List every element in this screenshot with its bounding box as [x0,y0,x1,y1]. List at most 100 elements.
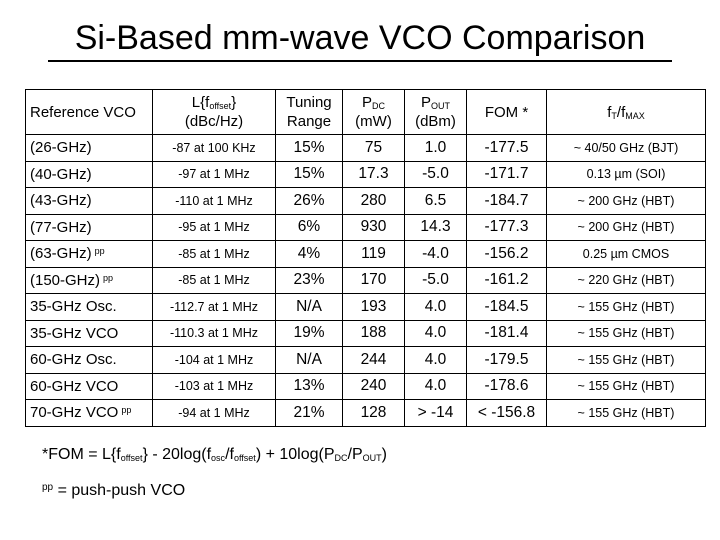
reference-label: 60-GHz Osc. [30,351,117,369]
table-row: 60-GHz VCO -103 at 1 MHz 13% 240 4.0 -178.6 ~ … [25,372,706,400]
header-pdc: PDC (mW) [342,89,405,135]
cell-tuning-range: 21% [275,399,343,427]
cell-technology: ~ 155 GHz (HBT) [546,346,706,374]
cell-tuning-range: 26% [275,187,343,215]
cell-pout: 6.5 [404,187,467,215]
cell-pout: -4.0 [404,240,467,268]
cell-phase-noise: -87 at 100 KHz [152,134,276,162]
cell-pdc: 930 [342,213,405,241]
cell-pdc: 244 [342,346,405,374]
cell-tuning-range: 15% [275,160,343,188]
cell-technology: ~ 155 GHz (HBT) [546,372,706,400]
cell-pdc: 170 [342,266,405,294]
cell-technology: 0.13 µm (SOI) [546,160,706,188]
header-l-offset: L{foffset} (dBc/Hz) [152,89,276,135]
cell-tuning-range: 4% [275,240,343,268]
cell-reference: (150-GHz) pp [25,266,153,294]
cell-reference: (26-GHz) [25,134,153,162]
cell-phase-noise: -85 at 1 MHz [152,266,276,294]
push-push-mark: pp [94,246,105,257]
reference-label: (43-GHz) [30,192,92,210]
table-row: (26-GHz) -87 at 100 KHz 15% 75 1.0 -177.5 ~ 40… [25,134,706,162]
cell-reference: (43-GHz) [25,187,153,215]
table-row: 60-GHz Osc. -104 at 1 MHz N/A 244 4.0 -179.5 ~… [25,346,706,374]
cell-pdc: 188 [342,319,405,347]
header-fom: FOM * [466,89,547,135]
table-row: (77-GHz) -95 at 1 MHz 6% 930 14.3 -177.3 ~ 200… [25,213,706,241]
header-ft-fmax: fT/fMAX [546,89,706,135]
cell-tuning-range: 23% [275,266,343,294]
cell-phase-noise: -110.3 at 1 MHz [152,319,276,347]
table-row: 35-GHz VCO -110.3 at 1 MHz 19% 188 4.0 -181.4… [25,319,706,347]
table-row: 35-GHz Osc. -112.7 at 1 MHz N/A 193 4.0 -184.… [25,293,706,321]
cell-tuning-range: 6% [275,213,343,241]
cell-technology: ~ 155 GHz (HBT) [546,399,706,427]
cell-fom: -171.7 [466,160,547,188]
cell-pdc: 128 [342,399,405,427]
cell-pout: 4.0 [404,293,467,321]
fom-definition: *FOM = L{foffset} - 20log(fosc/foffset) … [42,446,387,463]
cell-phase-noise: -112.7 at 1 MHz [152,293,276,321]
cell-tuning-range: N/A [275,293,343,321]
header-tuning-range: Tuning Range [275,89,343,135]
cell-fom: -184.7 [466,187,547,215]
cell-technology: ~ 220 GHz (HBT) [546,266,706,294]
cell-reference: (77-GHz) [25,213,153,241]
push-push-note: pp = push-push VCO [42,482,186,499]
cell-pdc: 75 [342,134,405,162]
cell-phase-noise: -103 at 1 MHz [152,372,276,400]
cell-reference: 70-GHz VCO pp [25,399,153,427]
table-row: (150-GHz) pp -85 at 1 MHz 23% 170 -5.0 -161.2 ~… [25,266,706,294]
cell-reference: 60-GHz VCO [25,372,153,400]
vco-comparison-table: Reference VCO L{foffset} (dBc/Hz) Tuning… [25,89,706,427]
cell-technology: ~ 155 GHz (HBT) [546,319,706,347]
cell-pout: 1.0 [404,134,467,162]
cell-reference: (63-GHz) pp [25,240,153,268]
cell-pout: 4.0 [404,319,467,347]
cell-phase-noise: -110 at 1 MHz [152,187,276,215]
reference-label: (26-GHz) [30,139,92,157]
cell-tuning-range: 13% [275,372,343,400]
reference-label: (40-GHz) [30,165,92,183]
reference-label: 35-GHz Osc. [30,298,117,316]
cell-phase-noise: -104 at 1 MHz [152,346,276,374]
table-row: 70-GHz VCO pp -94 at 1 MHz 21% 128 > -14 < -15… [25,399,706,427]
cell-technology: ~ 200 GHz (HBT) [546,213,706,241]
header-pout: POUT (dBm) [404,89,467,135]
table-row: (40-GHz) -97 at 1 MHz 15% 17.3 -5.0 -171.7 0.1… [25,160,706,188]
cell-fom: -178.6 [466,372,547,400]
header-row: Reference VCO L{foffset} (dBc/Hz) Tuning… [25,89,706,135]
cell-fom: -161.2 [466,266,547,294]
reference-label: (63-GHz) [30,245,92,263]
reference-label: 70-GHz VCO [30,404,119,422]
push-push-mark: pp [103,272,114,283]
reference-label: (150-GHz) [30,271,101,289]
table-row: (63-GHz) pp -85 at 1 MHz 4% 119 -4.0 -156.2 0.2… [25,240,706,268]
cell-pdc: 119 [342,240,405,268]
push-push-mark: pp [121,405,132,416]
cell-pout: -5.0 [404,160,467,188]
cell-pdc: 240 [342,372,405,400]
cell-pdc: 280 [342,187,405,215]
cell-reference: 60-GHz Osc. [25,346,153,374]
cell-fom: < -156.8 [466,399,547,427]
cell-fom: -181.4 [466,319,547,347]
cell-pout: 14.3 [404,213,467,241]
reference-label: 35-GHz VCO [30,324,119,342]
cell-technology: ~ 40/50 GHz (BJT) [546,134,706,162]
cell-reference: 35-GHz Osc. [25,293,153,321]
cell-tuning-range: 15% [275,134,343,162]
cell-tuning-range: 19% [275,319,343,347]
cell-pdc: 17.3 [342,160,405,188]
table-row: (43-GHz) -110 at 1 MHz 26% 280 6.5 -184.7 ~ 20… [25,187,706,215]
reference-label: 60-GHz VCO [30,377,119,395]
cell-pdc: 193 [342,293,405,321]
cell-pout: 4.0 [404,346,467,374]
cell-pout: -5.0 [404,266,467,294]
cell-technology: ~ 200 GHz (HBT) [546,187,706,215]
cell-reference: 35-GHz VCO [25,319,153,347]
cell-fom: -177.3 [466,213,547,241]
cell-phase-noise: -94 at 1 MHz [152,399,276,427]
cell-technology: 0.25 µm CMOS [546,240,706,268]
cell-fom: -179.5 [466,346,547,374]
